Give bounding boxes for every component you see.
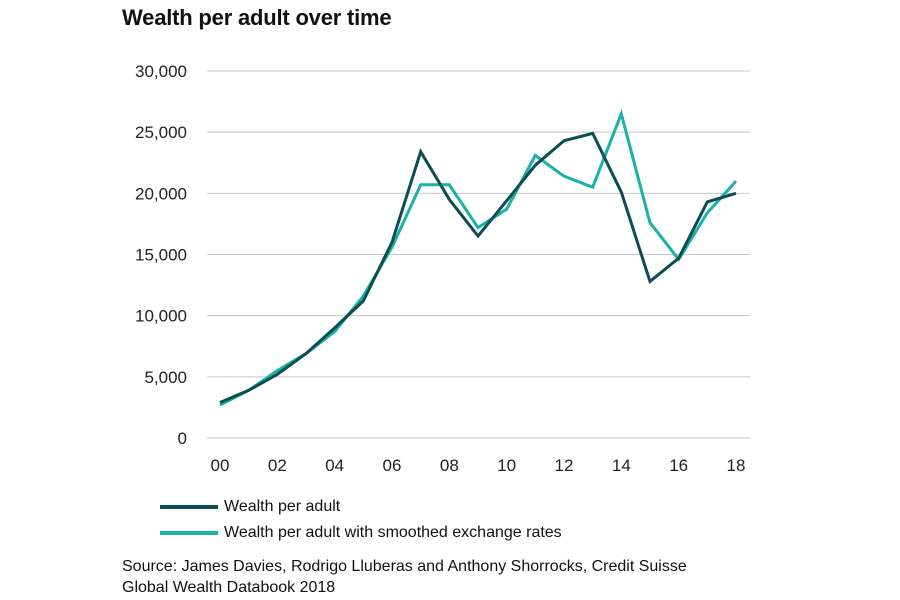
legend-swatch-series1	[160, 505, 218, 509]
x-tick-label: 08	[440, 456, 459, 475]
source-note: Source: James Davies, Rodrigo Lluberas a…	[122, 556, 742, 598]
gridlines	[207, 70, 750, 439]
y-axis-ticks: 0 5,000 10,000 15,000 20,000 25,000 30,000	[135, 62, 187, 448]
x-axis-ticks: 00 02 04 06 08 10 12 14 16 18	[211, 456, 746, 475]
y-tick-label: 30,000	[135, 62, 187, 81]
x-tick-label: 14	[612, 456, 631, 475]
y-tick-label: 25,000	[135, 123, 187, 142]
x-tick-label: 00	[211, 456, 230, 475]
legend-swatch-series2	[160, 531, 218, 535]
legend-label-series2: Wealth per adult with smoothed exchange …	[224, 524, 562, 541]
source-line-2: Global Wealth Databook 2018	[122, 579, 336, 596]
x-tick-label: 18	[727, 456, 746, 475]
y-tick-label: 0	[178, 429, 187, 448]
y-tick-label: 20,000	[135, 184, 187, 203]
x-tick-label: 16	[669, 456, 688, 475]
legend: Wealth per adult Wealth per adult with s…	[160, 494, 562, 546]
legend-item-wealth-per-adult: Wealth per adult	[160, 494, 562, 520]
chart-title: Wealth per adult over time	[122, 5, 392, 30]
legend-item-smoothed: Wealth per adult with smoothed exchange …	[160, 520, 562, 546]
x-tick-label: 06	[383, 456, 402, 475]
series-line-1	[219, 131, 737, 404]
series-lines	[219, 108, 738, 407]
x-tick-label: 12	[555, 456, 574, 475]
y-tick-label: 5,000	[144, 368, 187, 387]
x-tick-label: 10	[497, 456, 516, 475]
x-tick-label: 04	[325, 456, 344, 475]
x-tick-label: 02	[268, 456, 287, 475]
legend-label-series1: Wealth per adult	[224, 498, 341, 515]
y-tick-label: 10,000	[135, 307, 187, 326]
y-tick-label: 15,000	[135, 246, 187, 265]
source-line-1: Source: James Davies, Rodrigo Lluberas a…	[122, 558, 687, 575]
